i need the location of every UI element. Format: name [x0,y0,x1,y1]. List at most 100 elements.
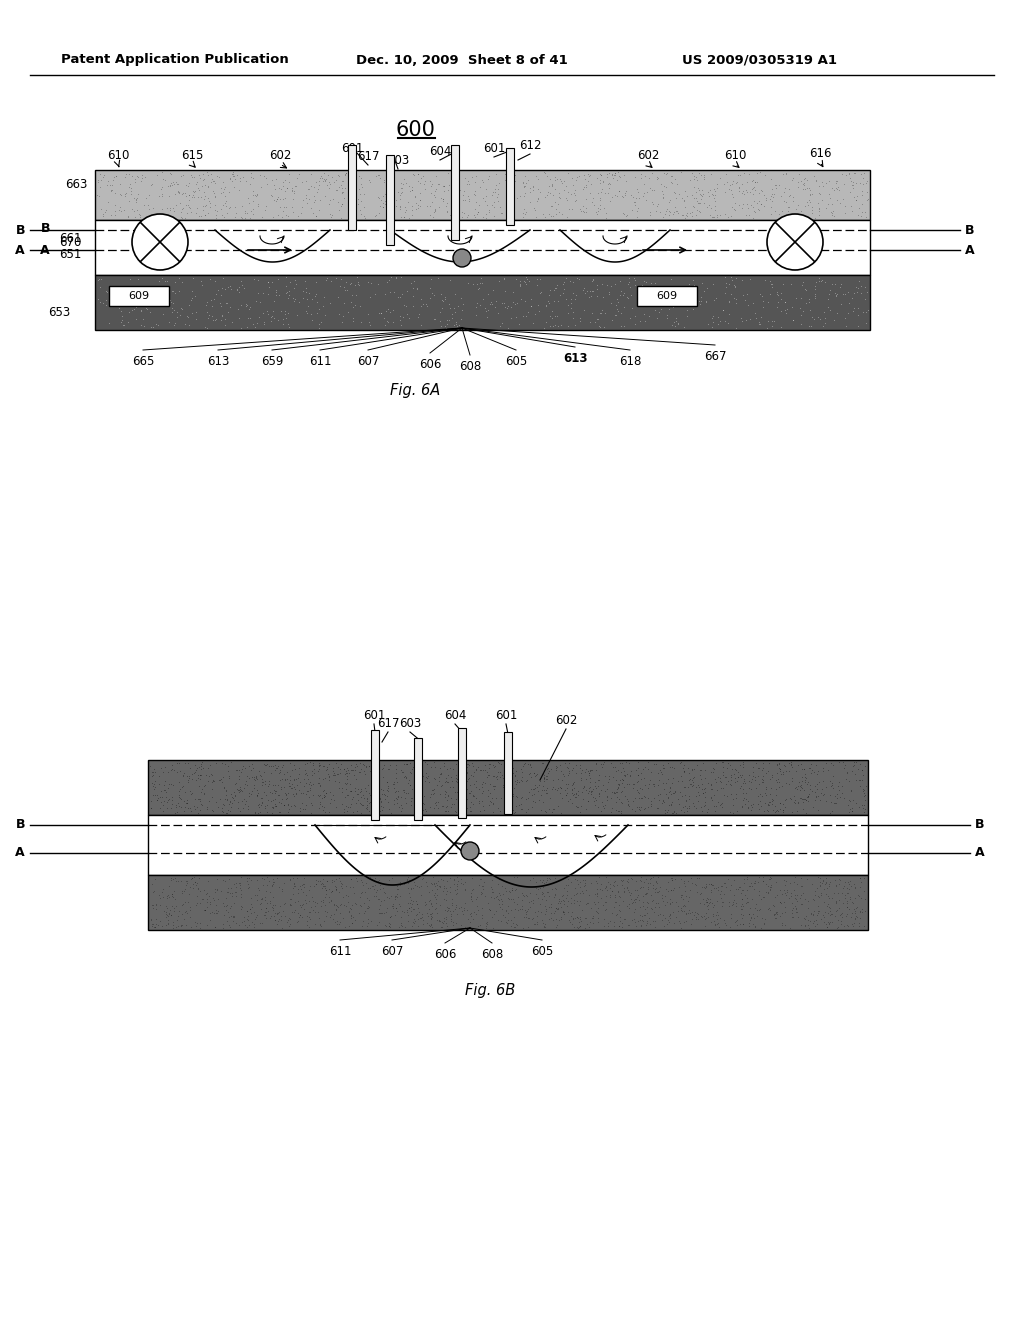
Point [754,785,770,807]
Point [811,271,827,292]
Point [479,912,496,933]
Point [655,789,672,810]
Point [662,912,678,933]
Point [328,878,344,899]
Point [282,766,298,787]
Point [606,756,623,777]
Point [679,305,695,326]
Point [229,780,246,801]
Point [610,759,627,780]
Point [742,876,759,898]
Point [345,787,361,808]
Point [442,903,459,924]
Point [250,193,266,214]
Point [650,867,667,888]
Point [287,899,303,920]
Point [228,165,245,186]
Point [166,300,182,321]
Point [396,874,413,895]
Text: Fig. 6B: Fig. 6B [465,982,515,998]
Point [338,796,354,817]
Point [415,913,431,935]
Point [391,797,408,818]
Point [796,169,812,190]
Point [244,911,260,932]
Point [160,205,176,226]
Point [670,313,686,334]
Point [150,789,166,810]
Point [228,279,245,300]
Point [351,275,368,296]
Point [392,800,409,821]
Point [775,801,792,822]
Point [518,273,535,294]
Point [187,759,204,780]
Point [688,205,705,226]
Point [756,195,772,216]
Point [548,755,564,776]
Point [412,189,428,210]
Point [648,201,665,222]
Point [208,284,224,305]
Point [457,879,473,900]
Point [813,783,829,804]
Point [341,900,357,921]
Point [578,174,594,195]
Point [568,285,585,306]
Point [369,788,385,809]
Point [838,906,854,927]
Point [633,289,649,310]
Point [445,297,462,318]
Point [771,771,787,792]
Point [703,308,720,329]
Point [668,169,684,190]
Point [537,768,553,789]
Point [142,909,159,931]
Point [763,273,779,294]
Point [614,758,631,779]
Point [221,792,238,813]
Point [266,780,283,801]
Point [504,878,520,899]
Point [660,906,677,927]
Point [644,867,660,888]
Point [98,199,115,220]
Point [173,166,189,187]
Point [535,882,551,903]
Point [784,191,801,213]
Point [215,267,231,288]
Point [444,304,461,325]
Point [165,775,181,796]
Point [625,777,641,799]
Point [835,776,851,797]
Point [388,886,404,907]
Point [754,759,770,780]
Point [403,879,420,900]
Point [187,894,204,915]
Point [804,780,820,801]
Point [688,776,705,797]
Point [188,197,205,218]
Point [541,886,557,907]
Point [131,205,147,226]
Point [120,205,136,226]
Point [480,892,497,913]
Point [373,189,389,210]
Point [513,890,529,911]
Point [208,752,224,774]
Point [325,758,341,779]
Point [685,269,701,290]
Point [264,775,281,796]
Point [821,913,838,935]
Point [751,884,767,906]
Point [154,758,170,779]
Point [633,763,649,784]
Point [295,894,311,915]
Point [605,168,622,189]
Point [350,193,367,214]
Point [273,788,290,809]
Point [446,793,463,814]
Point [573,781,590,803]
Point [807,915,823,936]
Point [737,793,754,814]
